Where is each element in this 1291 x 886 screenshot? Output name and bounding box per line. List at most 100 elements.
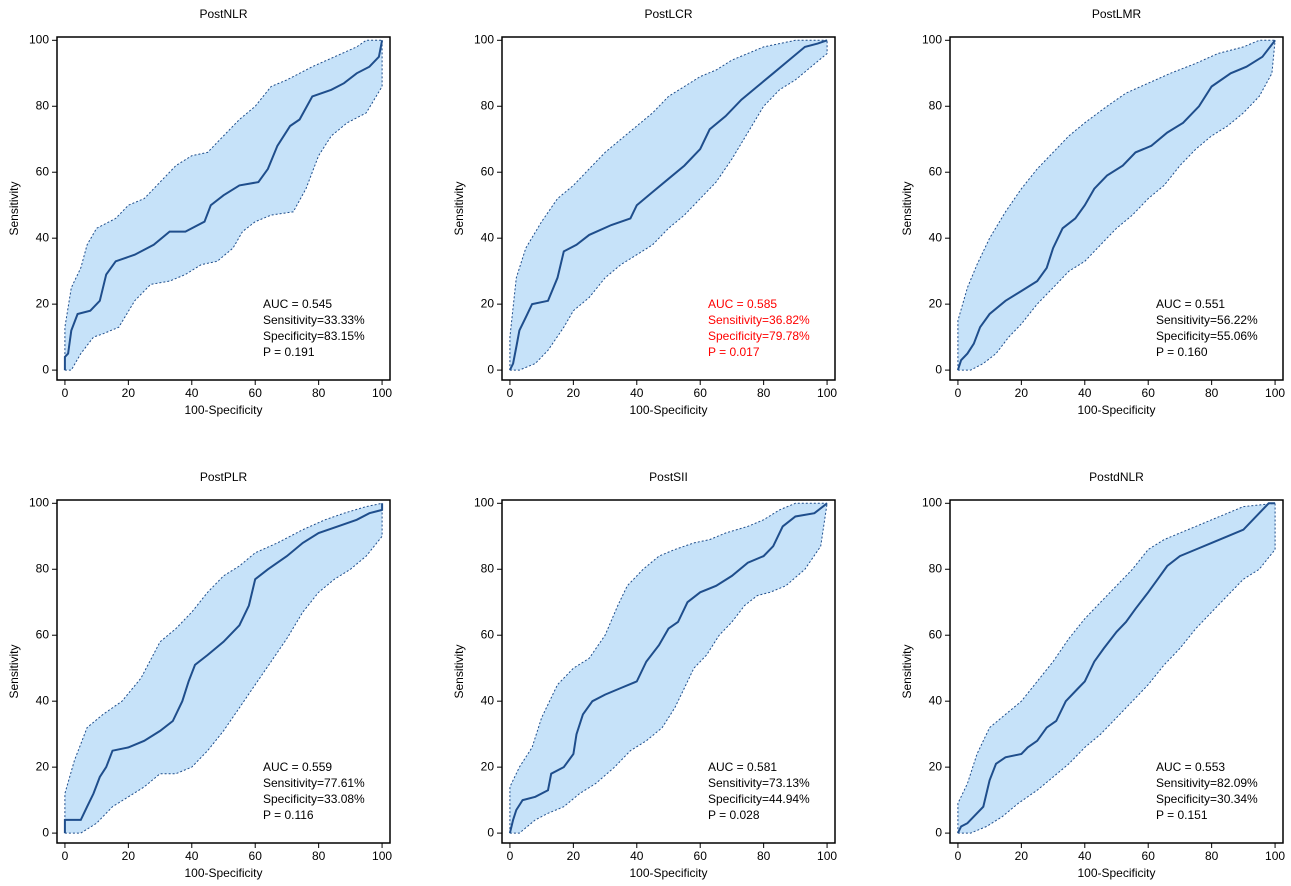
x-tick-label: 60 xyxy=(249,849,263,863)
y-tick-label: 0 xyxy=(42,362,49,376)
x-tick-label: 100 xyxy=(372,849,392,863)
y-tick-label: 20 xyxy=(481,296,495,310)
annotation: Specificity=30.34% xyxy=(1156,792,1258,806)
y-tick-label: 60 xyxy=(36,627,50,641)
x-tick-label: 20 xyxy=(1015,386,1029,400)
y-tick-label: 0 xyxy=(487,825,494,839)
y-tick-label: 100 xyxy=(29,32,49,46)
confidence-bound xyxy=(957,40,1276,371)
annotation: Sensitivity=77.61% xyxy=(263,776,365,790)
x-tick-label: 0 xyxy=(955,386,962,400)
y-tick-label: 40 xyxy=(36,693,50,707)
annotation: Sensitivity=33.33% xyxy=(263,313,365,327)
annotation: Sensitivity=56.22% xyxy=(1156,313,1258,327)
annotation: P = 0.028 xyxy=(708,808,760,822)
annotation: AUC = 0.553 xyxy=(1156,760,1225,774)
y-tick-label: 100 xyxy=(474,495,494,509)
y-tick-label: 60 xyxy=(481,627,495,641)
x-tick-label: 80 xyxy=(1205,849,1219,863)
annotation: P = 0.151 xyxy=(1156,808,1208,822)
roc-curve xyxy=(509,39,828,371)
annotation: AUC = 0.551 xyxy=(1156,297,1225,311)
chart-title: PostNLR xyxy=(199,7,247,21)
x-tick-label: 80 xyxy=(312,849,326,863)
y-tick-label: 100 xyxy=(922,495,942,509)
y-tick-label: 100 xyxy=(29,495,49,509)
y-tick-label: 100 xyxy=(474,32,494,46)
y-axis-label: Sensitivity xyxy=(7,644,21,698)
y-tick-label: 80 xyxy=(929,98,943,112)
confidence-bound xyxy=(509,502,828,834)
confidence-bound xyxy=(957,503,1276,834)
y-axis-label: Sensitivity xyxy=(900,644,914,698)
chart-title: PostdNLR xyxy=(1089,470,1144,484)
annotation: Specificity=83.15% xyxy=(263,329,365,343)
chart-title: PostSII xyxy=(649,470,688,484)
annotation: P = 0.017 xyxy=(708,345,760,359)
y-tick-label: 0 xyxy=(935,362,942,376)
y-tick-label: 60 xyxy=(929,627,943,641)
x-axis-label: 100-Specificity xyxy=(629,403,707,417)
annotation: AUC = 0.559 xyxy=(263,760,332,774)
y-axis-label: Sensitivity xyxy=(7,181,21,235)
annotation: P = 0.116 xyxy=(263,808,314,822)
y-tick-label: 20 xyxy=(36,759,50,773)
y-tick-label: 60 xyxy=(36,164,50,178)
x-tick-label: 40 xyxy=(185,849,199,863)
annotation: AUC = 0.545 xyxy=(263,297,332,311)
x-tick-label: 20 xyxy=(122,849,136,863)
roc-curve xyxy=(63,40,384,371)
x-tick-label: 0 xyxy=(62,386,69,400)
annotation: Specificity=79.78% xyxy=(708,329,810,343)
x-tick-label: 20 xyxy=(1015,849,1029,863)
chart-title: PostPLR xyxy=(200,470,248,484)
x-tick-label: 40 xyxy=(1078,386,1092,400)
confidence-band xyxy=(509,40,828,371)
y-tick-label: 20 xyxy=(36,296,50,310)
y-tick-label: 80 xyxy=(481,561,495,575)
plot-frame xyxy=(56,499,391,844)
y-tick-label: 100 xyxy=(922,32,942,46)
roc-curve xyxy=(956,39,1276,371)
annotation: Specificity=44.94% xyxy=(708,792,810,806)
plot-frame xyxy=(949,499,1284,844)
confidence-bound xyxy=(509,39,828,371)
confidence-bound xyxy=(957,502,1276,834)
x-tick-label: 20 xyxy=(567,386,581,400)
roc-curve xyxy=(63,503,384,834)
roc-curve xyxy=(508,502,828,834)
x-tick-label: 40 xyxy=(630,386,644,400)
chart-title: PostLCR xyxy=(644,7,692,21)
y-axis-label: Sensitivity xyxy=(452,644,466,698)
confidence-bound xyxy=(64,39,383,371)
x-axis-label: 100-Specificity xyxy=(184,866,262,880)
x-tick-label: 20 xyxy=(567,849,581,863)
y-tick-label: 60 xyxy=(481,164,495,178)
x-tick-label: 100 xyxy=(1265,849,1285,863)
y-axis-label: Sensitivity xyxy=(452,181,466,235)
confidence-band xyxy=(64,40,383,371)
x-tick-label: 100 xyxy=(372,386,392,400)
x-tick-label: 80 xyxy=(757,386,771,400)
x-tick-label: 40 xyxy=(630,849,644,863)
y-tick-label: 80 xyxy=(481,98,495,112)
annotation: AUC = 0.585 xyxy=(708,297,777,311)
x-tick-label: 0 xyxy=(955,849,962,863)
confidence-bound xyxy=(509,503,828,834)
plot-frame xyxy=(56,36,391,381)
y-tick-label: 40 xyxy=(36,230,50,244)
x-tick-label: 60 xyxy=(249,386,263,400)
y-tick-label: 40 xyxy=(929,230,943,244)
x-tick-label: 100 xyxy=(817,386,837,400)
x-axis-label: 100-Specificity xyxy=(184,403,262,417)
y-tick-label: 20 xyxy=(481,759,495,773)
chart-title: PostLMR xyxy=(1092,7,1142,21)
y-tick-label: 40 xyxy=(481,693,495,707)
x-tick-label: 0 xyxy=(507,849,514,863)
y-axis-label: Sensitivity xyxy=(900,181,914,235)
confidence-bound xyxy=(64,502,383,834)
annotation: Specificity=55.06% xyxy=(1156,329,1258,343)
plot-frame xyxy=(501,499,836,844)
annotation: Sensitivity=36.82% xyxy=(708,313,810,327)
